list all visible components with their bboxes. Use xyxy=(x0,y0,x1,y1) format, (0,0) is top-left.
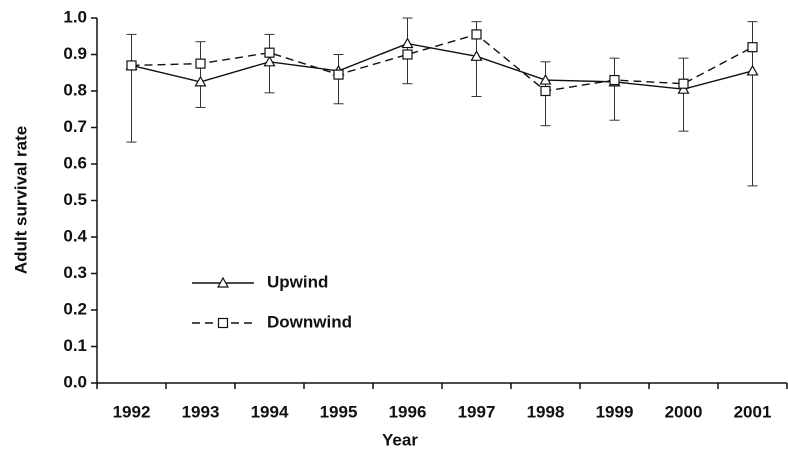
x-tick-label: 2000 xyxy=(665,402,703,421)
x-tick-label: 1995 xyxy=(320,402,358,421)
y-tick-label: 0.1 xyxy=(63,336,87,355)
y-tick-label: 0.8 xyxy=(63,80,87,99)
x-tick-label: 1996 xyxy=(389,402,427,421)
y-tick-label: 0.2 xyxy=(63,299,87,318)
y-tick-label: 0.5 xyxy=(63,190,87,209)
series-line xyxy=(131,33,753,92)
marker xyxy=(746,64,759,76)
marker xyxy=(402,49,413,60)
marker xyxy=(126,60,137,71)
x-tick-label: 1997 xyxy=(458,402,496,421)
x-tick-label: 1992 xyxy=(113,402,151,421)
marker xyxy=(263,55,276,67)
x-tick-label: 1999 xyxy=(596,402,634,421)
marker xyxy=(540,85,551,97)
y-tick-label: 1.0 xyxy=(63,7,87,26)
y-tick-label: 0.4 xyxy=(63,226,87,245)
marker xyxy=(470,50,483,61)
marker xyxy=(401,37,414,49)
marker xyxy=(333,69,344,80)
y-tick-label: 0.7 xyxy=(63,117,87,136)
legend-marker xyxy=(217,317,229,329)
x-tick-label: 1994 xyxy=(251,402,289,421)
y-tick-label: 0.3 xyxy=(63,263,87,282)
legend-label: Downwind xyxy=(267,312,352,331)
legend-label: Upwind xyxy=(267,272,328,291)
series-line xyxy=(131,42,753,90)
x-tick-label: 1998 xyxy=(527,402,565,421)
marker xyxy=(195,58,206,69)
marker xyxy=(609,74,620,86)
y-tick-label: 0.6 xyxy=(63,153,87,172)
x-tick-label: 1993 xyxy=(182,402,220,421)
legend-marker xyxy=(216,276,230,288)
y-axis-label: Adult survival rate xyxy=(11,126,30,274)
marker xyxy=(539,73,552,85)
y-tick-label: 0.0 xyxy=(63,372,87,391)
marker xyxy=(471,29,482,40)
marker xyxy=(264,47,275,58)
y-tick-label: 0.9 xyxy=(63,44,87,63)
x-tick-label: 2001 xyxy=(734,402,772,421)
marker xyxy=(747,42,758,53)
marker xyxy=(194,75,207,87)
x-axis-label: Year xyxy=(382,430,418,449)
marker xyxy=(678,78,689,89)
